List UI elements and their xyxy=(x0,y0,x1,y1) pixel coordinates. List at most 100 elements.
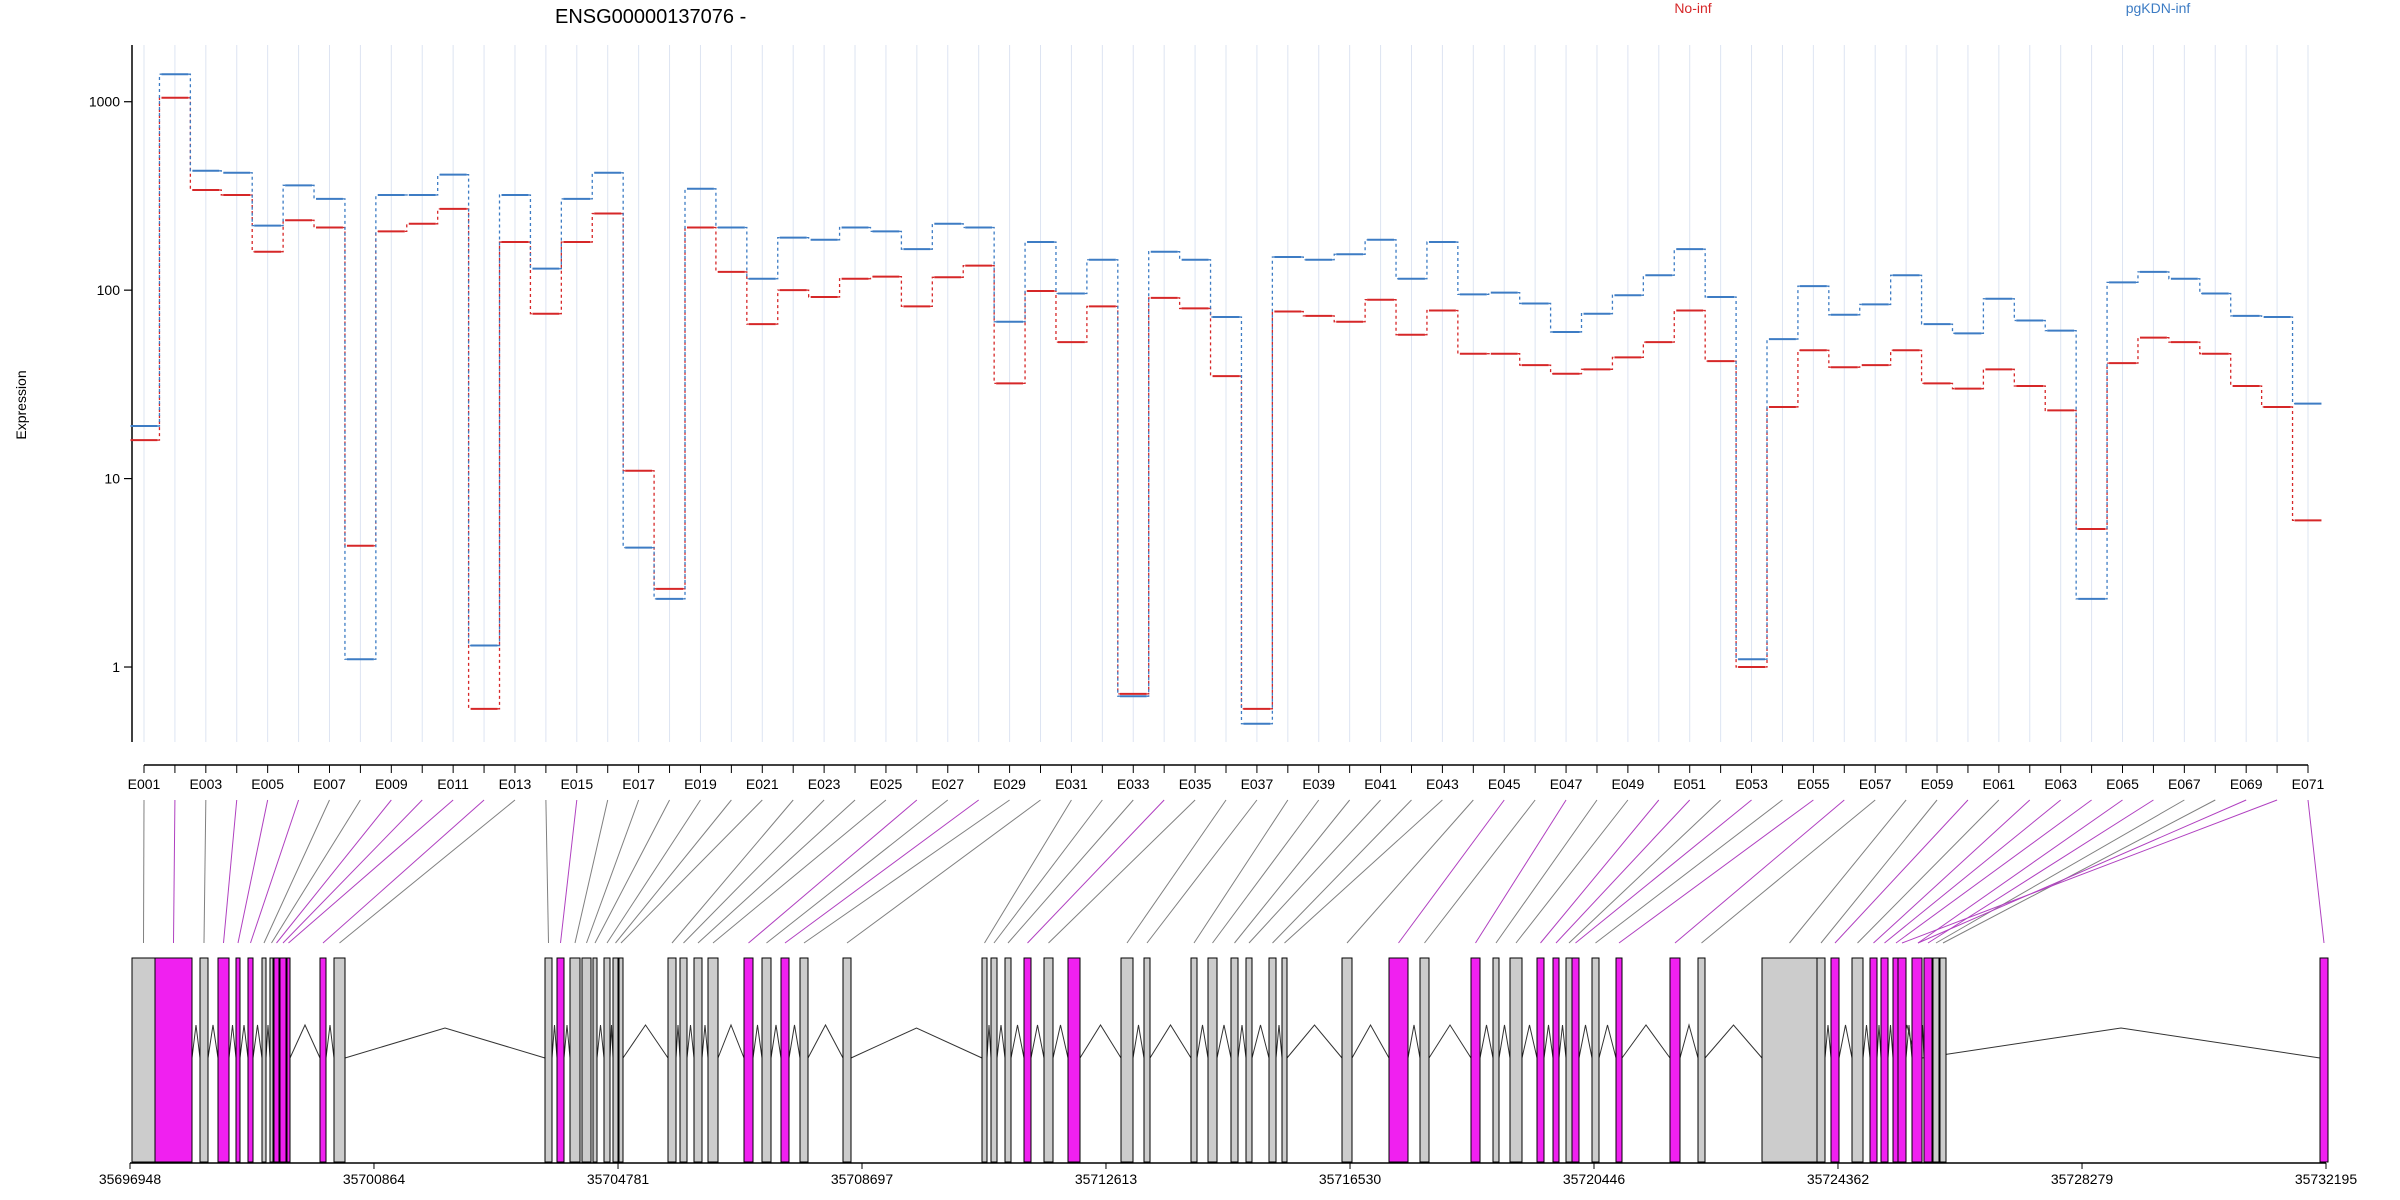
series-0-connector xyxy=(188,97,193,191)
exon-connector-line xyxy=(1701,799,1876,944)
y-tick-label: 1 xyxy=(112,659,120,675)
intron-line xyxy=(1876,1024,1882,1059)
series-0-connector xyxy=(2105,362,2110,530)
series-1-connector xyxy=(2105,281,2110,600)
exon-connector-line xyxy=(748,799,918,944)
series-1-connector xyxy=(1394,239,1399,280)
series-1-connector xyxy=(466,174,471,647)
series-0-connector xyxy=(1270,310,1275,710)
exon-block-highlighted xyxy=(743,957,754,1163)
series-0-connector xyxy=(1053,290,1058,343)
intron-line xyxy=(1521,1024,1538,1059)
exon-connector-line xyxy=(803,799,1010,944)
exon-connector-line xyxy=(545,799,549,944)
series-0-connector xyxy=(2043,385,2048,412)
exon-connector-line xyxy=(263,799,330,944)
series-1-connector xyxy=(1981,298,1986,334)
exon-connector-line xyxy=(766,799,949,944)
series-0-connector xyxy=(868,275,873,280)
series-1-connector xyxy=(590,172,595,200)
series-0-connector xyxy=(1610,356,1615,370)
intron-line xyxy=(1351,1023,1390,1059)
x-tick-label: E071 xyxy=(2292,776,2325,792)
series-1-connector xyxy=(250,172,255,227)
exon-connector-line xyxy=(1942,799,2216,944)
genome-coordinate-label: 35712613 xyxy=(1075,1171,1138,1187)
series-0-connector xyxy=(2012,368,2017,387)
exon-connector-line xyxy=(2307,799,2325,944)
intron-line xyxy=(850,1027,983,1059)
exon-block xyxy=(1341,957,1353,1163)
series-1-connector xyxy=(744,226,749,280)
series-0-connector xyxy=(1301,310,1306,317)
exon-block xyxy=(544,957,553,1163)
exon-connector-line xyxy=(1917,799,2247,944)
series-0-connector xyxy=(2259,385,2264,408)
exon-connector-line xyxy=(1048,799,1196,944)
series-1-connector xyxy=(713,188,718,229)
series-1-connector xyxy=(837,226,842,241)
intron-line xyxy=(1704,1024,1763,1059)
series-0-connector xyxy=(652,470,657,590)
intron-line xyxy=(563,1024,571,1059)
series-1-connector xyxy=(1023,241,1028,323)
exon-connector-line xyxy=(1398,799,1505,944)
intron-line xyxy=(1838,1024,1853,1059)
series-0-connector xyxy=(1424,309,1429,336)
series-0-connector xyxy=(2228,353,2233,387)
series-0-connector xyxy=(1826,349,1831,368)
x-tick-label: E065 xyxy=(2106,776,2139,792)
exon-block xyxy=(1120,957,1134,1163)
series-1-connector xyxy=(775,236,780,280)
series-1-connector xyxy=(683,188,687,600)
intron-line xyxy=(1887,1024,1894,1059)
exon-block-highlighted xyxy=(273,957,280,1163)
series-1-connector xyxy=(2012,298,2017,322)
genome-coordinate-label: 35724362 xyxy=(1807,1171,1870,1187)
x-tick-label: E061 xyxy=(1983,776,2016,792)
x-tick-label: E033 xyxy=(1117,776,1150,792)
exon-block xyxy=(333,957,346,1163)
series-1-connector xyxy=(868,226,873,233)
exon-block-highlighted xyxy=(279,957,287,1163)
exon-block-highlighted xyxy=(780,957,790,1163)
exon-connector-line xyxy=(203,799,207,944)
exon-block-highlighted xyxy=(319,957,327,1163)
exon-block-highlighted xyxy=(1923,957,1933,1163)
series-0-connector xyxy=(899,275,904,308)
series-0-connector xyxy=(1919,349,1924,385)
exon-connector-line xyxy=(1927,799,2154,944)
intron-line xyxy=(701,1024,709,1059)
series-0-connector xyxy=(1023,290,1028,385)
series-0-connector xyxy=(1981,368,1986,390)
intron-line xyxy=(1216,1024,1232,1059)
series-1-connector xyxy=(528,194,533,270)
plot-area: 1 10 100 1000 E001 E003 E005 E007 E009 E011 E013 E0… xyxy=(89,45,2325,792)
series-1-connector xyxy=(1146,251,1151,697)
series-1-connector xyxy=(2228,292,2233,317)
series-0-connector xyxy=(744,271,749,325)
x-tick-label: E045 xyxy=(1488,776,1521,792)
exon-connector-line xyxy=(1495,799,1598,944)
exon-connector-line xyxy=(1540,799,1660,944)
x-tick-label: E019 xyxy=(684,776,717,792)
exon-connector-line xyxy=(1575,799,1752,944)
exon-connector-line xyxy=(1272,799,1412,944)
intron-line xyxy=(207,1024,219,1059)
y-axis-label: Expression xyxy=(13,370,29,439)
series-0-connector xyxy=(1672,309,1677,343)
exon-block xyxy=(1509,957,1523,1163)
intron-line xyxy=(252,1024,263,1059)
series-0-connector xyxy=(342,226,347,547)
exon-block xyxy=(1419,957,1430,1163)
exon-block xyxy=(761,957,772,1163)
exon-connector-line xyxy=(237,799,269,944)
exon-connector-line xyxy=(1901,799,2278,944)
intron-line xyxy=(996,1024,1006,1059)
series-1-connector xyxy=(1517,291,1522,305)
intron-line xyxy=(1079,1024,1122,1059)
series-1-connector xyxy=(1579,313,1584,333)
series-1-connector xyxy=(342,198,347,660)
exon-block-highlighted xyxy=(1536,957,1545,1163)
intron-line xyxy=(1237,1024,1247,1059)
